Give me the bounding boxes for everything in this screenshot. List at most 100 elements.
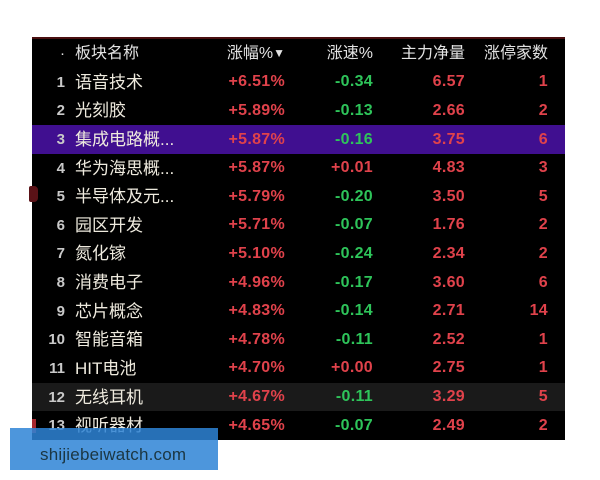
limitup-count: 5 [538, 388, 548, 405]
gain-value: +5.10% [228, 244, 285, 262]
table-row[interactable]: 12 无线耳机 +4.67% -0.11 3.29 5 [32, 382, 565, 412]
row-index: 4 [56, 159, 65, 177]
speed-value: -0.20 [335, 187, 373, 205]
table-row[interactable]: 8 消费电子 +4.96% -0.17 3.60 6 [32, 268, 565, 297]
gain-value: +4.67% [228, 388, 285, 405]
header-col-speed[interactable]: 涨速% [326, 44, 373, 62]
netvol-value: 3.50 [432, 187, 465, 205]
speed-value: -0.13 [335, 101, 373, 119]
row-index: 11 [49, 359, 65, 377]
speed-value: -0.11 [335, 330, 373, 348]
gain-value: +4.78% [228, 330, 285, 348]
netvol-value: 3.29 [432, 388, 465, 405]
gain-value: +5.71% [228, 216, 285, 234]
header-col-name[interactable]: 板块名称 [75, 44, 140, 62]
row-index: 12 [48, 388, 65, 406]
row-index: 8 [56, 274, 65, 292]
sector-name: 氮化镓 [75, 244, 126, 264]
speed-value: -0.34 [335, 73, 373, 91]
netvol-value: 2.49 [432, 416, 465, 434]
netvol-value: 2.66 [432, 101, 465, 119]
row-index: 1 [56, 73, 65, 91]
speed-value: +0.01 [331, 159, 373, 177]
row-index: 6 [56, 216, 65, 234]
table-row[interactable]: 10 智能音箱 +4.78% -0.11 2.52 1 [32, 325, 565, 354]
table-row[interactable]: 5 半导体及元... +5.79% -0.20 3.50 5 [32, 182, 565, 211]
header-sort-dot: · [60, 45, 65, 62]
header-col-limitup[interactable]: 涨停家数 [483, 44, 548, 62]
limitup-count: 1 [538, 330, 548, 348]
gain-value: +4.65% [228, 416, 285, 434]
limitup-count: 14 [529, 302, 548, 320]
netvol-value: 2.71 [432, 302, 465, 320]
sector-name: 半导体及元... [75, 187, 175, 207]
limitup-count: 2 [538, 244, 548, 262]
sector-name: 光刻胶 [75, 101, 126, 121]
sector-name: 语音技术 [75, 72, 143, 92]
table-row[interactable]: 1 语音技术 +6.51% -0.34 6.57 1 [32, 68, 565, 97]
sector-name: 无线耳机 [75, 387, 143, 407]
limitup-count: 2 [538, 101, 548, 119]
gain-value: +5.87% [228, 159, 285, 177]
gain-value: +5.89% [228, 101, 285, 119]
speed-value: -0.07 [335, 416, 373, 434]
speed-value: +0.00 [331, 359, 373, 377]
gain-value: +5.79% [228, 187, 285, 205]
table-row[interactable]: 6 园区开发 +5.71% -0.07 1.76 2 [32, 211, 565, 240]
row-index: 9 [56, 302, 65, 320]
header-col-gain-label: 涨幅% [226, 44, 274, 62]
gain-value: +4.83% [228, 302, 285, 320]
speed-value: -0.11 [335, 388, 373, 405]
gain-value: +5.87% [228, 130, 285, 148]
red-marker-row13 [32, 419, 36, 433]
limitup-count: 1 [538, 359, 548, 377]
table-row[interactable]: 7 氮化镓 +5.10% -0.24 2.34 2 [32, 240, 565, 269]
table-row[interactable]: 4 华为海思概... +5.87% +0.01 4.83 3 [32, 154, 565, 183]
table-row[interactable]: 3 集成电路概... +5.87% -0.16 3.75 6 [32, 125, 565, 154]
header-col-netvol[interactable]: 主力净量 [400, 44, 465, 62]
row-index: 7 [56, 245, 65, 263]
sector-name: 华为海思概... [75, 158, 175, 178]
limitup-count: 5 [538, 187, 548, 205]
sector-table: · 板块名称 涨幅%▼ 涨速% 主力净量 涨停家数 1 语音技术 +6.51% … [32, 37, 565, 440]
netvol-value: 2.52 [432, 330, 465, 348]
row-index: 10 [48, 331, 65, 349]
netvol-value: 3.75 [432, 130, 465, 148]
watermark-text: shijiebeiwatch.com [40, 445, 187, 464]
netvol-value: 2.34 [432, 244, 465, 262]
red-marker-row5 [29, 186, 38, 202]
netvol-value: 2.75 [432, 359, 465, 377]
gain-value: +4.70% [228, 359, 285, 377]
table-row[interactable]: 2 光刻胶 +5.89% -0.13 2.66 2 [32, 97, 565, 126]
limitup-count: 3 [538, 159, 548, 177]
limitup-count: 2 [538, 216, 548, 234]
speed-value: -0.16 [335, 130, 373, 148]
table-row[interactable]: 9 芯片概念 +4.83% -0.14 2.71 14 [32, 297, 565, 326]
table-header: · 板块名称 涨幅%▼ 涨速% 主力净量 涨停家数 [32, 39, 565, 68]
sector-name: 园区开发 [75, 215, 143, 235]
sector-name: 消费电子 [75, 273, 143, 293]
limitup-count: 2 [538, 416, 548, 434]
limitup-count: 6 [538, 130, 548, 148]
row-index: 3 [56, 131, 65, 149]
speed-value: -0.17 [335, 273, 373, 291]
speed-value: -0.24 [335, 244, 373, 262]
sector-name: HIT电池 [75, 358, 137, 378]
netvol-value: 4.83 [432, 159, 465, 177]
netvol-value: 6.57 [432, 73, 465, 91]
speed-value: -0.14 [335, 302, 373, 320]
sector-name: 智能音箱 [75, 330, 143, 350]
speed-value: -0.07 [335, 216, 373, 234]
gain-value: +6.51% [228, 73, 285, 91]
sector-name: 集成电路概... [75, 130, 175, 150]
limitup-count: 6 [538, 273, 548, 291]
header-col-gain[interactable]: 涨幅%▼ [172, 44, 285, 62]
sector-name: 芯片概念 [75, 301, 143, 321]
row-index: 5 [56, 188, 65, 206]
netvol-value: 3.60 [432, 273, 465, 291]
limitup-count: 1 [538, 73, 548, 91]
table-row[interactable]: 11 HIT电池 +4.70% +0.00 2.75 1 [32, 354, 565, 383]
watermark-banner: shijiebeiwatch.com [10, 428, 218, 470]
sort-desc-icon: ▼ [273, 45, 285, 60]
